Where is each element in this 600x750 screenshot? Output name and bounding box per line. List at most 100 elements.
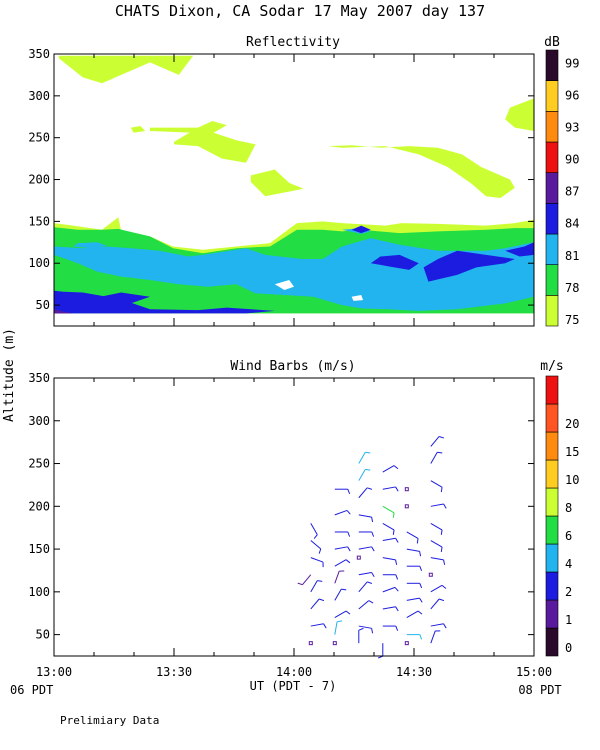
wind-barb-5-11	[430, 630, 441, 644]
wind-colorbar-swatch-9	[545, 375, 559, 405]
wind-xtick-label-14:00: 14:00	[276, 665, 312, 679]
wind-barb-5-3	[430, 503, 447, 509]
wind-barb-5-8	[430, 584, 447, 593]
wind-colorbar-label-15: 15	[565, 445, 579, 459]
wind-colorbar-swatch-0	[545, 627, 559, 657]
reflectivity-title: Reflectivity	[246, 35, 340, 50]
refl-ytick-label-50: 50	[36, 298, 50, 312]
refl-colorbar-swatch-1	[545, 264, 559, 296]
refl-colorbar-label-96: 96	[565, 88, 579, 102]
wind-colorbar-swatch-1	[545, 599, 559, 629]
wind-barbs-frame	[53, 377, 535, 657]
wind-barb-4-8	[406, 634, 423, 640]
wind-barb-1-7	[334, 610, 351, 618]
wind-barb-4-5	[406, 582, 423, 589]
wind-barb-3-1	[382, 486, 399, 492]
wind-barb-4-0	[404, 487, 409, 492]
refl-colorbar-swatch-7	[545, 80, 559, 112]
contour-75db-4	[250, 169, 304, 197]
wind-colorbar-unit: m/s	[540, 359, 563, 374]
wind-colorbar-label-20: 20	[565, 417, 579, 431]
wind-colorbar-label-6: 6	[565, 529, 572, 543]
wind-barb-4-6	[406, 597, 423, 603]
contour-75db-7	[130, 126, 146, 133]
wind-ytick-label-100: 100	[28, 585, 50, 599]
wind-barb-2-4	[358, 531, 375, 537]
refl-ytick-label-100: 100	[28, 256, 50, 270]
wind-barb-3-3	[382, 522, 395, 535]
wind-colorbar-label-10: 10	[565, 473, 579, 487]
wind-barb-3-4	[382, 537, 399, 543]
refl-colorbar-label-99: 99	[565, 56, 579, 70]
wind-barb-2-7	[358, 571, 375, 578]
reflectivity-colorbar: 75 78 81 84 87 90 93 96 99	[545, 49, 579, 327]
wind-colorbar-label-1: 1	[565, 613, 572, 627]
reflectivity-contours	[54, 55, 534, 314]
wind-barb-5-6	[430, 557, 446, 565]
contour-81db-1	[73, 242, 107, 249]
wind-barb-1-5	[334, 570, 345, 584]
wind-barb-0-4	[310, 580, 323, 593]
wind-x-axis: 13:00 13:30 14:00 14:30 15:00	[36, 378, 552, 679]
contour-gap-1	[351, 295, 364, 301]
wind-xtick-label-15:00: 15:00	[516, 665, 552, 679]
refl-colorbar-label-78: 78	[565, 281, 579, 295]
wind-barb-2-11	[358, 627, 364, 644]
wind-barb-4-4	[406, 565, 423, 572]
wind-barb-5-9	[430, 598, 445, 610]
wind-colorbar-label-0: 0	[565, 641, 572, 655]
wind-barb-0-7	[308, 641, 313, 646]
x-local-start-label: 06 PDT	[10, 683, 53, 697]
wind-barb-4-7	[406, 610, 423, 618]
wind-barb-4-9	[404, 641, 409, 646]
wind-barb-2-1	[358, 468, 371, 481]
wind-ytick-label-200: 200	[28, 499, 50, 513]
wind-barb-2-6	[356, 555, 361, 560]
wind-barb-0-6	[310, 623, 327, 629]
refl-colorbar-label-75: 75	[565, 313, 579, 327]
refl-colorbar-label-84: 84	[565, 217, 579, 231]
contour-75db-6	[505, 98, 534, 131]
wind-barb-0-2	[310, 557, 324, 568]
wind-barb-1-4	[334, 559, 351, 567]
wind-ytick-label-350: 350	[28, 371, 50, 385]
wind-barb-2-10	[358, 625, 374, 634]
refl-colorbar-swatch-5	[545, 141, 559, 173]
contour-84db-0	[54, 290, 275, 314]
contour-84db-2	[370, 254, 419, 270]
refl-ytick-label-200: 200	[28, 173, 50, 187]
contour-75db-3	[174, 127, 256, 163]
wind-barb-2-8	[358, 581, 373, 593]
contour-84db-4	[54, 292, 150, 310]
wind-barb-5-10	[430, 623, 447, 629]
wind-barb-5-2	[430, 480, 443, 493]
wind-barb-4-2	[406, 531, 419, 544]
wind-colorbar: 0 1 2 4 6 8 10 15 20	[545, 375, 579, 657]
wind-barb-2-5	[358, 546, 375, 552]
wind-barb-3-2	[382, 505, 395, 518]
contour-81db-0	[54, 238, 534, 311]
refl-colorbar-swatch-6	[545, 111, 559, 143]
wind-colorbar-swatch-8	[545, 403, 559, 433]
reflectivity-colorbar-unit: dB	[544, 35, 560, 50]
contour-87db-0	[54, 309, 74, 314]
wind-y-axis: 50 100 150 200 250 300 350	[28, 371, 534, 642]
wind-xtick-label-13:00: 13:00	[36, 665, 72, 679]
contour-84db-1	[423, 250, 515, 282]
footer-note: Prelimiary Data	[60, 714, 159, 727]
wind-barb-4-3	[406, 548, 422, 557]
wind-barbs-title: Wind Barbs (m/s)	[230, 359, 355, 374]
wind-barb-2-9	[358, 600, 374, 610]
refl-colorbar-label-81: 81	[565, 249, 579, 263]
wind-barb-0-1	[310, 540, 322, 554]
figure-title: CHATS Dixon, CA Sodar 17 May 2007 day 13…	[115, 2, 485, 20]
wind-barb-2-2	[358, 487, 373, 499]
wind-colorbar-label-8: 8	[565, 501, 572, 515]
wind-barb-1-9	[332, 641, 337, 646]
wind-barb-3-7	[382, 586, 399, 593]
refl-ytick-label-250: 250	[28, 131, 50, 145]
refl-ytick-label-350: 350	[28, 47, 50, 61]
contour-75db-1	[58, 55, 194, 84]
